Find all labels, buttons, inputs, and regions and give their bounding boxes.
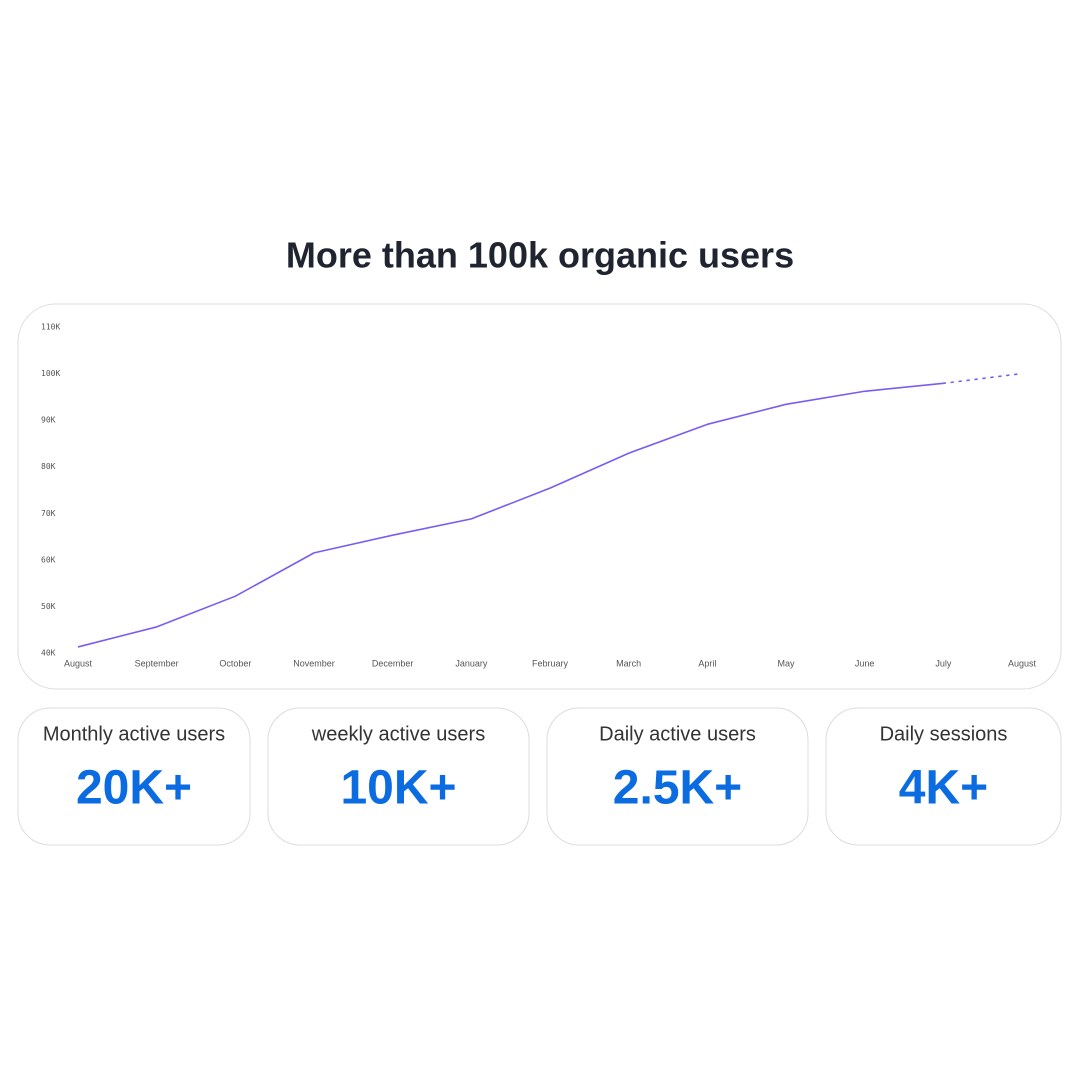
x-tick-label: September xyxy=(135,658,179,668)
data-line xyxy=(942,372,1023,385)
stat-label: weekly active users xyxy=(311,723,485,745)
y-tick-label: 40K xyxy=(41,649,56,658)
x-tick-label: October xyxy=(219,658,251,668)
x-tick-label: August xyxy=(64,658,93,668)
stat-label: Daily sessions xyxy=(880,723,1008,745)
x-tick-label: April xyxy=(698,658,716,668)
stat-value: 4K+ xyxy=(899,762,988,815)
y-tick-label: 110K xyxy=(41,323,60,332)
stat-label: Daily active users xyxy=(599,723,756,745)
stat-label: Monthly active users xyxy=(43,723,225,745)
y-tick-label: 60K xyxy=(41,555,56,564)
x-tick-label: May xyxy=(777,658,795,668)
stat-card xyxy=(267,707,530,846)
y-tick-label: 100K xyxy=(41,369,60,378)
chart-card xyxy=(17,303,1062,690)
x-tick-label: November xyxy=(293,658,335,668)
y-tick-label: 50K xyxy=(41,602,56,611)
stat-card xyxy=(546,707,809,846)
stat-value: 2.5K+ xyxy=(613,762,742,815)
stat-value: 10K+ xyxy=(340,762,456,815)
stat-card xyxy=(825,707,1062,846)
x-tick-label: February xyxy=(532,658,569,668)
x-tick-label: June xyxy=(855,658,875,668)
stat-card xyxy=(17,707,251,846)
x-tick-label: January xyxy=(455,658,488,668)
y-tick-label: 80K xyxy=(41,462,56,471)
y-tick-label: 70K xyxy=(41,509,56,518)
stat-value: 20K+ xyxy=(76,762,192,815)
x-tick-label: August xyxy=(1008,658,1037,668)
x-tick-label: March xyxy=(616,658,641,668)
x-tick-label: December xyxy=(372,658,414,668)
data-line xyxy=(77,382,944,648)
x-tick-label: July xyxy=(935,658,952,668)
y-tick-label: 90K xyxy=(41,416,56,425)
chart-title: More than 100k organic users xyxy=(286,235,794,276)
